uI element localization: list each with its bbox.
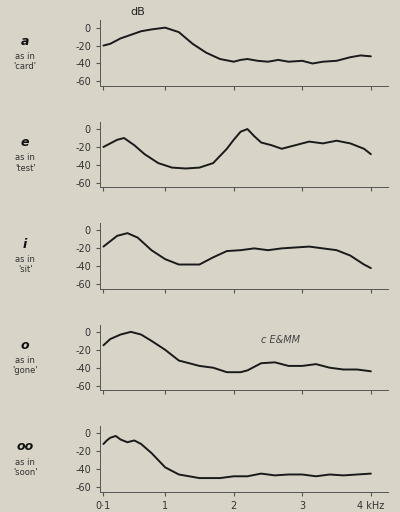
Text: dB: dB (130, 7, 145, 16)
Text: e: e (21, 136, 29, 150)
Text: as in
'card': as in 'card' (14, 52, 37, 71)
Text: i: i (23, 238, 27, 251)
Text: c E&MM: c E&MM (261, 334, 300, 345)
Text: as in
'sit': as in 'sit' (15, 254, 35, 274)
Text: oo: oo (16, 440, 34, 454)
Text: as in
'gone': as in 'gone' (12, 356, 38, 375)
Text: as in
'test': as in 'test' (15, 153, 36, 173)
Text: a: a (21, 35, 29, 48)
Text: o: o (21, 339, 30, 352)
Text: as in
'soon': as in 'soon' (13, 458, 37, 477)
